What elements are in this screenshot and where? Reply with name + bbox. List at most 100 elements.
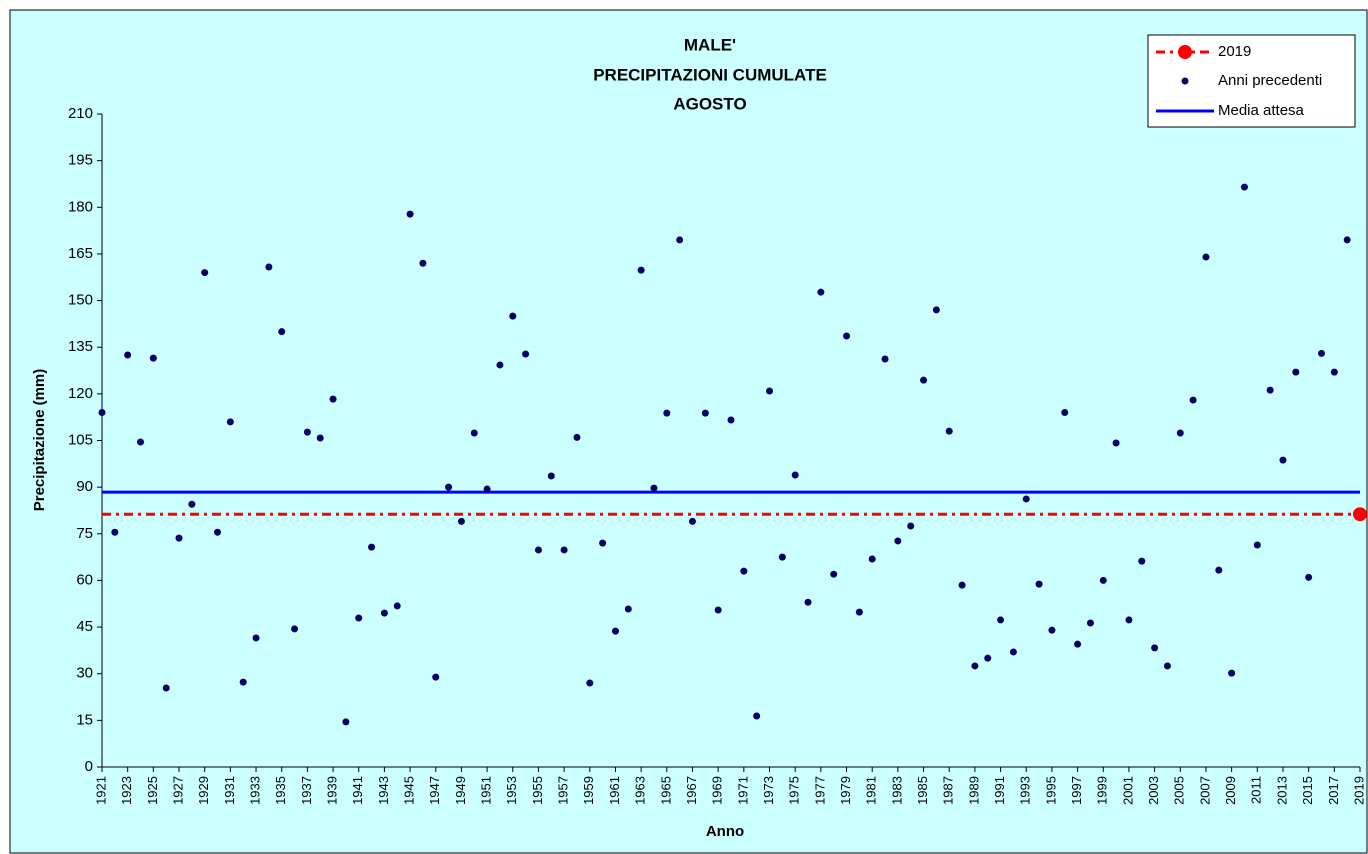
current-year-point — [1353, 507, 1367, 522]
data-point — [393, 602, 401, 610]
data-point — [342, 718, 350, 726]
data-point — [714, 606, 722, 614]
data-point — [1163, 662, 1171, 670]
data-point — [560, 546, 568, 554]
data-point — [727, 416, 735, 424]
x-tick-label: 1997 — [1069, 776, 1084, 805]
y-tick-label: 120 — [68, 385, 93, 402]
data-point — [252, 634, 260, 642]
x-tick-label: 2001 — [1120, 776, 1135, 805]
x-tick-label: 1969 — [710, 776, 725, 805]
y-tick-label: 15 — [76, 711, 93, 728]
x-tick-label: 1929 — [196, 776, 211, 805]
data-point — [766, 387, 774, 395]
data-point — [1074, 640, 1082, 648]
data-point — [1009, 648, 1017, 656]
data-point — [637, 266, 645, 274]
data-point — [1022, 495, 1030, 503]
data-point — [483, 485, 491, 493]
data-point — [843, 332, 851, 340]
y-tick-label: 90 — [76, 478, 93, 495]
data-point — [162, 684, 170, 692]
data-point — [278, 328, 286, 336]
x-tick-label: 1931 — [222, 776, 237, 805]
data-point — [945, 427, 953, 435]
legend-swatch — [1181, 77, 1189, 85]
data-point — [419, 259, 427, 267]
data-point — [457, 517, 465, 525]
legend-label: Media attesa — [1218, 102, 1305, 119]
data-point — [1099, 576, 1107, 584]
data-point — [920, 376, 928, 384]
data-point — [1189, 396, 1197, 404]
y-tick-label: 75 — [76, 525, 93, 542]
data-point — [701, 409, 709, 417]
data-point — [881, 355, 889, 363]
x-tick-label: 1995 — [1043, 776, 1058, 805]
data-point — [1176, 429, 1184, 437]
data-point — [997, 616, 1005, 624]
x-tick-label: 1945 — [402, 776, 417, 805]
y-axis-title: Precipitazione (mm) — [31, 369, 48, 512]
x-tick-label: 2005 — [1172, 776, 1187, 805]
x-axis-title: Anno — [706, 823, 744, 840]
data-point — [522, 350, 530, 358]
y-tick-label: 0 — [85, 758, 93, 775]
x-tick-label: 1949 — [453, 776, 468, 805]
data-point — [149, 354, 157, 362]
data-point — [226, 418, 234, 426]
x-tick-label: 1947 — [427, 776, 442, 805]
data-point — [688, 517, 696, 525]
data-point — [958, 581, 966, 589]
x-tick-label: 1955 — [530, 776, 545, 805]
chart-title: PRECIPITAZIONI CUMULATE — [593, 65, 827, 84]
x-tick-label: 2009 — [1223, 776, 1238, 805]
data-point — [291, 625, 299, 633]
data-point — [791, 471, 799, 479]
data-point — [1266, 386, 1274, 394]
data-point — [868, 555, 876, 563]
x-tick-label: 1923 — [119, 776, 134, 805]
data-point — [1048, 626, 1056, 634]
data-point — [830, 570, 838, 578]
x-tick-label: 1983 — [889, 776, 904, 805]
data-point — [1228, 669, 1236, 677]
y-tick-label: 30 — [76, 665, 93, 682]
x-tick-label: 1953 — [504, 776, 519, 805]
data-point — [855, 608, 863, 616]
data-point — [188, 500, 196, 508]
data-point — [380, 609, 388, 617]
data-point — [124, 351, 132, 359]
x-tick-label: 1981 — [864, 776, 879, 805]
data-point — [303, 428, 311, 436]
x-tick-label: 1989 — [966, 776, 981, 805]
x-tick-label: 1937 — [299, 776, 314, 805]
x-tick-label: 2017 — [1326, 776, 1341, 805]
data-point — [214, 528, 222, 536]
data-point — [1202, 253, 1210, 261]
data-point — [1151, 644, 1159, 652]
data-point — [329, 395, 337, 403]
x-tick-label: 1957 — [556, 776, 571, 805]
x-tick-label: 1933 — [247, 776, 262, 805]
data-point — [1253, 541, 1261, 549]
legend-label: Anni precedenti — [1218, 72, 1322, 89]
y-tick-label: 210 — [68, 105, 93, 122]
y-tick-label: 45 — [76, 618, 93, 635]
data-point — [175, 534, 183, 542]
data-point — [611, 627, 619, 635]
x-tick-label: 1935 — [273, 776, 288, 805]
data-point — [676, 236, 684, 244]
data-point — [1125, 616, 1133, 624]
y-tick-label: 150 — [68, 292, 93, 309]
legend-swatch — [1178, 45, 1192, 59]
x-tick-label: 2007 — [1197, 776, 1212, 805]
x-tick-label: 1991 — [992, 776, 1007, 805]
data-point — [239, 678, 247, 686]
data-point — [663, 409, 671, 417]
data-point — [111, 528, 119, 536]
chart-title: AGOSTO — [673, 94, 746, 113]
data-point — [1138, 557, 1146, 565]
data-point — [98, 409, 106, 417]
